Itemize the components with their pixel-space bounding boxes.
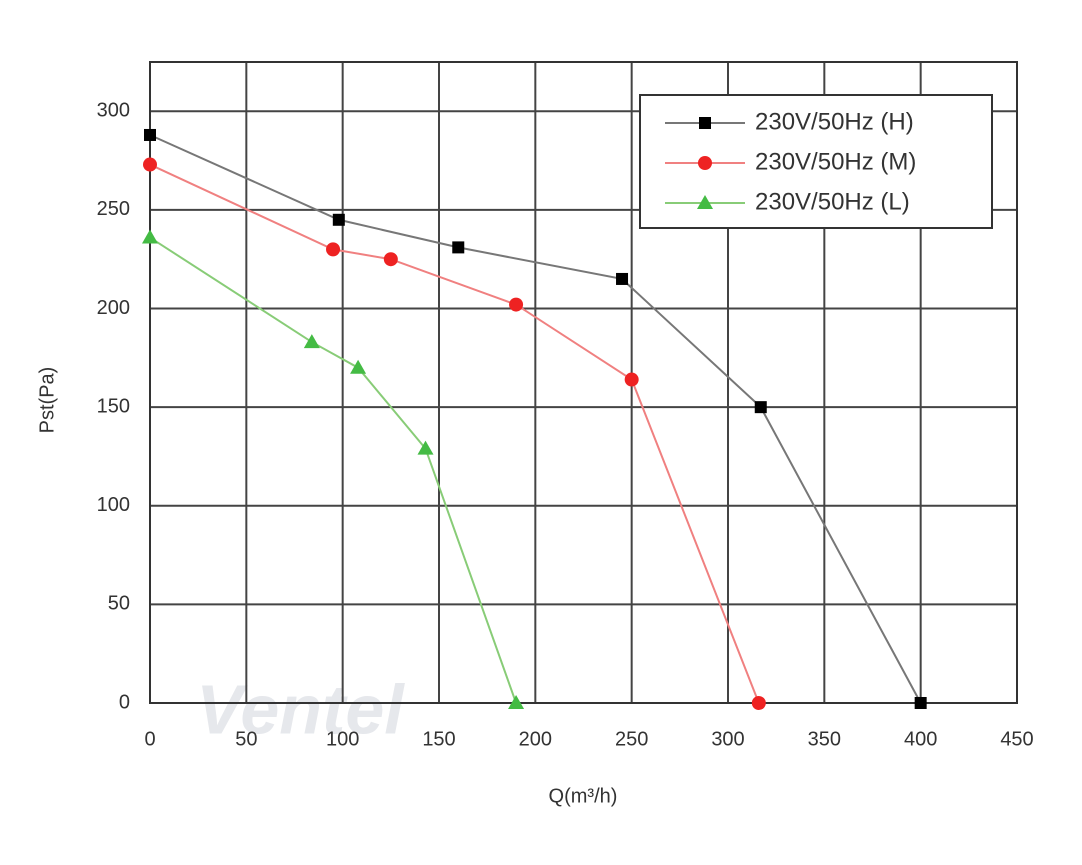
legend-marker [698, 156, 712, 170]
marker [914, 697, 927, 709]
x-axis-label: Q(m³/h) [549, 785, 618, 807]
legend-label: 230V/50Hz (M) [755, 148, 916, 175]
marker [142, 229, 158, 244]
x-tick-label: 50 [235, 728, 257, 750]
y-tick-label: 300 [97, 100, 130, 122]
marker [417, 440, 434, 455]
marker [452, 241, 465, 254]
marker [616, 272, 629, 285]
plot-frame [149, 61, 1018, 704]
x-tick-label: 450 [1000, 728, 1033, 750]
y-tick-label: 150 [97, 395, 130, 417]
series-line [149, 134, 922, 704]
marker [144, 128, 156, 141]
marker [509, 297, 524, 312]
x-tick-label: 0 [144, 728, 155, 750]
marker [624, 372, 639, 387]
legend-label: 230V/50Hz (H) [755, 108, 914, 135]
legend-label: 230V/50Hz (L) [755, 188, 910, 215]
marker [508, 695, 525, 709]
y-tick-label: 250 [97, 198, 130, 220]
legend-marker [699, 117, 711, 129]
series-line [149, 163, 760, 704]
y-tick-label: 200 [97, 297, 130, 319]
x-tick-label: 150 [422, 728, 455, 750]
series-line [149, 236, 518, 704]
marker [326, 242, 341, 257]
x-tick-label: 100 [326, 728, 359, 750]
y-tick-label: 0 [119, 691, 130, 713]
marker [751, 696, 766, 710]
x-tick-label: 350 [808, 728, 841, 750]
legend-marker [697, 195, 713, 209]
marker [754, 401, 767, 414]
marker [350, 359, 367, 374]
marker [383, 252, 398, 267]
y-tick-label: 50 [108, 593, 130, 615]
x-tick-label: 200 [519, 728, 552, 750]
marker [143, 157, 157, 172]
watermark: Ventel [196, 670, 405, 748]
x-tick-label: 400 [904, 728, 937, 750]
y-axis-label: Pst(Pa) [36, 367, 58, 434]
y-tick-label: 100 [97, 494, 130, 516]
x-tick-label: 300 [711, 728, 744, 750]
marker [303, 334, 320, 349]
marker [332, 213, 345, 226]
x-tick-label: 250 [615, 728, 648, 750]
